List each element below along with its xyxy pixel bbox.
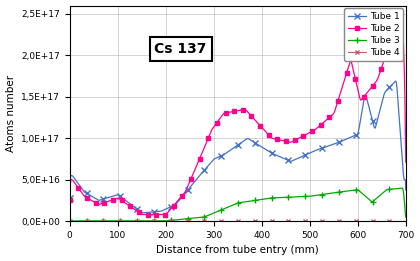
Tube 1 [403,188,408,192]
Y-axis label: Atoms number: Atoms number [5,75,16,152]
Tube 2 [390,14,395,17]
Tube 3 [403,216,408,219]
Tube 3 [173,218,178,221]
Tube 4 [67,220,72,223]
Tube 1 [140,211,145,214]
Tube 4 [162,220,167,223]
Tube 1 [150,210,155,213]
Line: Tube 1: Tube 1 [67,78,409,216]
Tube 2 [289,141,294,144]
Tube 1 [370,122,375,125]
Tube 1 [393,79,398,82]
Tube 4 [403,220,408,223]
Tube 1 [163,208,168,211]
Line: Tube 3: Tube 3 [67,185,409,224]
Tube 4 [173,220,178,223]
Tube 2 [150,213,155,216]
Tube 4 [288,220,293,223]
Tube 4 [329,220,334,223]
Tube 1 [289,160,294,163]
Tube 4 [150,220,155,223]
Tube 1 [174,202,179,205]
Tube 4 [370,220,375,223]
Tube 1 [67,197,72,200]
Tube 3 [67,220,72,223]
Tube 3 [288,195,293,199]
Text: Cs 137: Cs 137 [155,42,207,56]
Tube 2 [67,199,72,202]
Tube 3 [162,219,167,222]
Tube 3 [370,200,375,203]
Tube 2 [174,201,179,204]
Tube 1 [329,143,334,146]
Tube 3 [329,192,334,195]
Tube 3 [150,219,155,222]
X-axis label: Distance from tube entry (mm): Distance from tube entry (mm) [156,245,319,256]
Tube 2 [403,161,408,164]
Line: Tube 2: Tube 2 [67,13,408,217]
Tube 3 [400,187,405,190]
Tube 2 [163,213,168,216]
Legend: Tube 1, Tube 2, Tube 3, Tube 4: Tube 1, Tube 2, Tube 3, Tube 4 [344,8,403,61]
Tube 2 [370,84,375,87]
Line: Tube 4: Tube 4 [68,219,408,223]
Tube 2 [140,213,145,216]
Tube 2 [329,114,334,117]
